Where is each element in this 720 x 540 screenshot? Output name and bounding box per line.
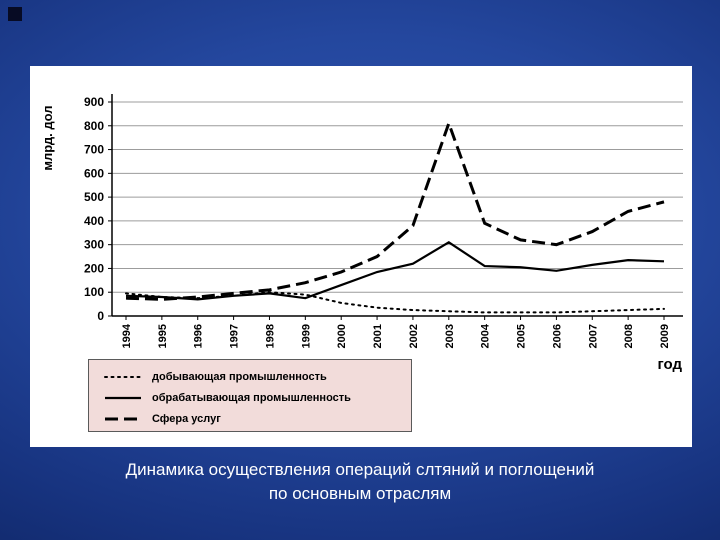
caption-line-2: по основным отраслям xyxy=(268,484,452,503)
series-line-dashed xyxy=(125,118,665,301)
y-axis-title: млрд. дол xyxy=(40,105,55,171)
y-tick-label: 400 xyxy=(84,214,104,228)
y-tick-label: 0 xyxy=(97,309,104,323)
chart-panel: 0 100 200 300 400 500 600 700 800 900 1994 1995 1996… xyxy=(30,66,692,447)
x-tick-label: 1997 xyxy=(229,324,241,348)
line-chart: 0 100 200 300 400 500 600 700 800 900 1994 1995 1996… xyxy=(84,94,683,348)
x-tick-label: 1994 xyxy=(121,323,133,348)
x-tick-label: 2004 xyxy=(480,323,492,348)
y-tick-label: 900 xyxy=(84,95,104,109)
y-tick-label: 700 xyxy=(84,143,104,157)
legend-sample-dotted-line xyxy=(104,375,142,378)
legend-label: добывающая промышленность xyxy=(152,370,327,383)
x-tick-label: 1999 xyxy=(300,324,312,348)
y-tick-label: 100 xyxy=(84,285,104,299)
x-tick-label: 2001 xyxy=(372,324,384,348)
x-tick-label: 1996 xyxy=(193,324,205,348)
x-tick-label: 1995 xyxy=(157,324,169,348)
series-line-dotted xyxy=(125,291,665,314)
legend-sample-solid-line xyxy=(105,396,141,399)
x-tick-label: 2005 xyxy=(516,324,528,348)
x-tick-label: 2003 xyxy=(444,324,456,348)
y-tick-label: 600 xyxy=(84,166,104,180)
x-tick-label: 1998 xyxy=(264,324,276,348)
slide-caption: Динамика осуществления операций слтяний … xyxy=(0,458,720,506)
x-axis-title: год xyxy=(657,356,682,373)
x-tick-label: 2008 xyxy=(623,324,635,348)
legend-label: обрабатывающая промышленность xyxy=(152,391,351,404)
x-tick-label: 2006 xyxy=(551,324,563,348)
legend-item: обрабатывающая промышленность xyxy=(103,387,411,408)
series-line-solid xyxy=(125,240,665,301)
y-tick-label: 300 xyxy=(84,238,104,252)
x-tick-label: 2007 xyxy=(587,324,599,348)
chart-legend: добывающая промышленность обрабатывающая … xyxy=(88,359,412,432)
decorative-square xyxy=(8,7,22,21)
x-tick-label: 2009 xyxy=(659,324,671,348)
legend-item: Сфера услуг xyxy=(103,408,411,429)
legend-label: Сфера услуг xyxy=(152,412,221,425)
caption-line-1: Динамика осуществления операций слтяний … xyxy=(125,460,595,479)
legend-item: добывающая промышленность xyxy=(103,366,411,387)
x-tick-label: 2000 xyxy=(336,324,348,348)
x-tick-label: 2002 xyxy=(408,324,420,348)
y-tick-label: 500 xyxy=(84,190,104,204)
y-tick-label: 800 xyxy=(84,119,104,133)
legend-sample-dashed-line xyxy=(105,417,141,420)
y-tick-label: 200 xyxy=(84,261,104,275)
